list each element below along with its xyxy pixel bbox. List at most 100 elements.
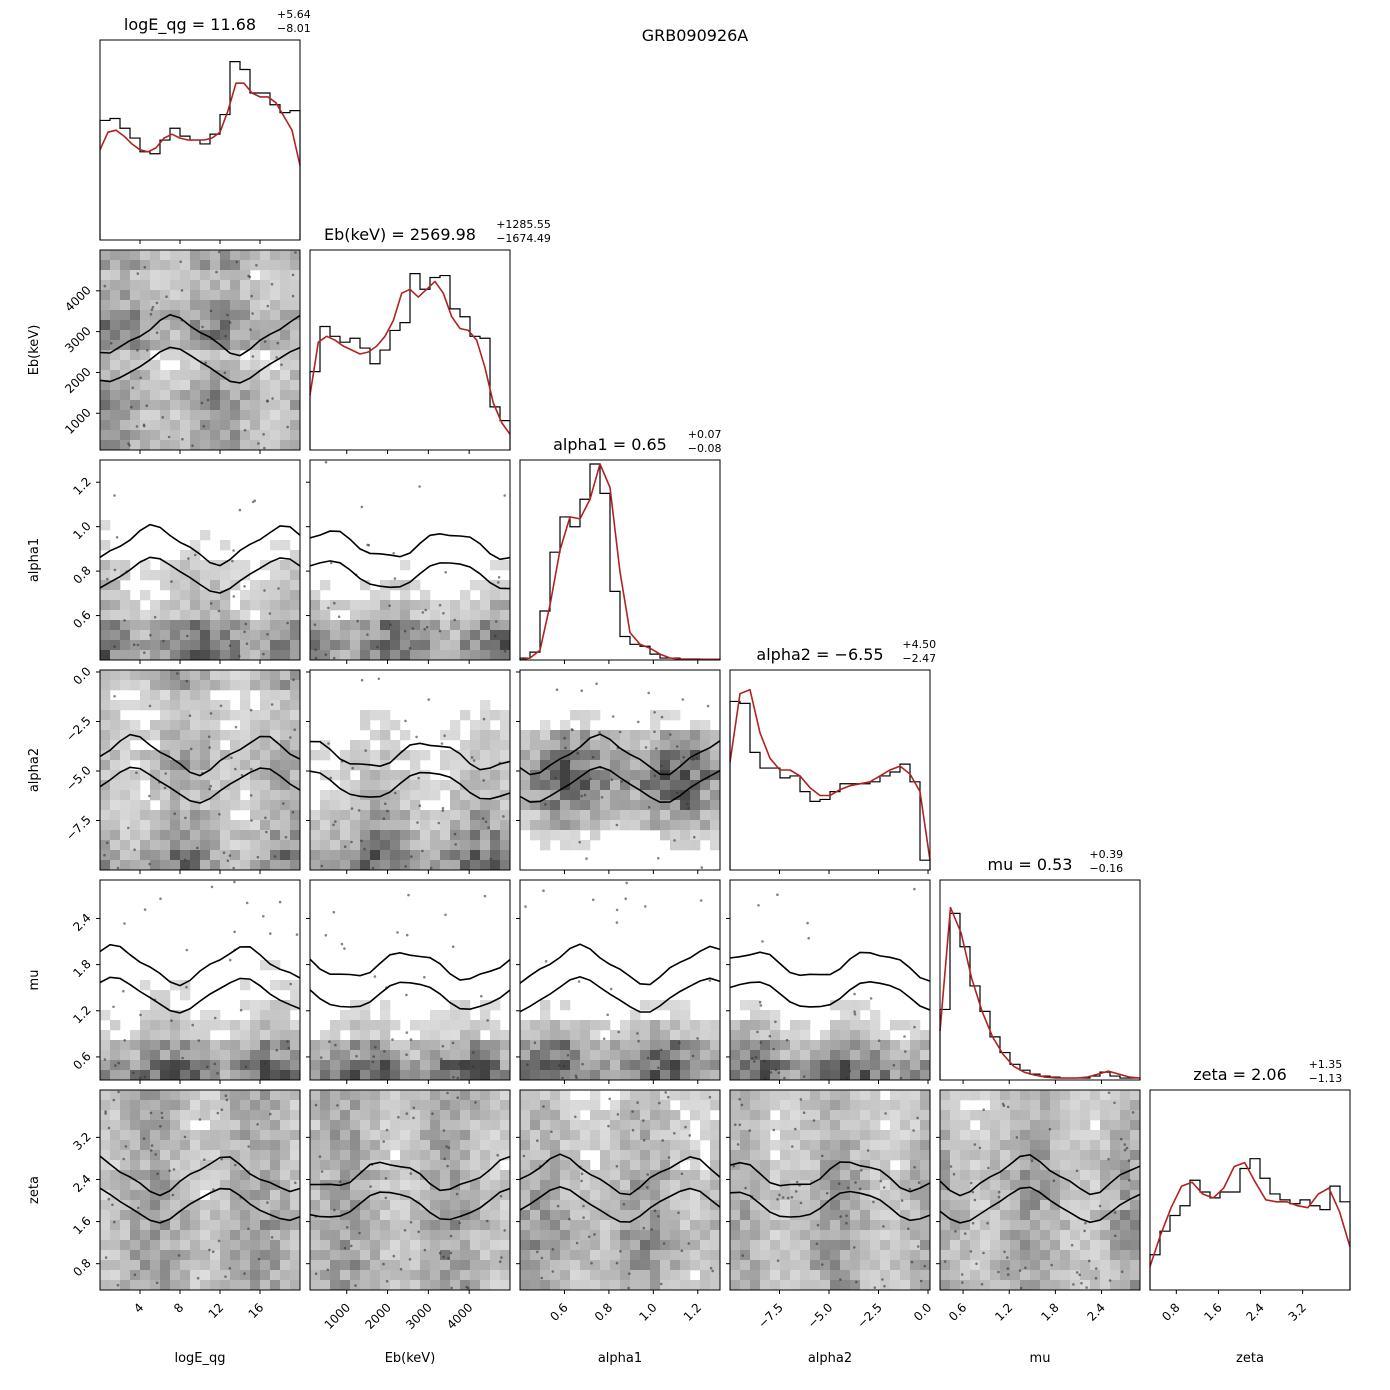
density-cell <box>730 1090 741 1101</box>
density-cell <box>340 1210 351 1221</box>
density-cell <box>1040 1210 1051 1221</box>
density-cell <box>1020 1100 1031 1111</box>
density-cell <box>500 1090 511 1101</box>
sample-point <box>986 1221 989 1225</box>
density-cell <box>350 1200 361 1211</box>
density-cell <box>910 1190 921 1201</box>
density-cell <box>340 1240 351 1251</box>
density-cell <box>470 1160 481 1171</box>
density-cell <box>360 1130 371 1141</box>
density-cell <box>410 1260 421 1271</box>
density-cell <box>310 1240 321 1251</box>
density-cell <box>990 1280 1001 1291</box>
sample-point <box>103 284 107 288</box>
density-cell <box>690 800 701 811</box>
density-cell <box>920 1200 931 1211</box>
density-cell <box>1120 1100 1131 1111</box>
density-cell <box>810 1170 821 1181</box>
density-cell <box>730 1140 741 1151</box>
density-cell <box>590 1140 601 1151</box>
density-cell <box>470 770 481 781</box>
density-cell <box>260 1250 271 1261</box>
density-cell <box>230 610 241 621</box>
density-cell <box>320 1130 331 1141</box>
density-cell <box>240 1060 251 1071</box>
density-cell <box>1000 1280 1011 1291</box>
density-cell <box>410 1120 421 1131</box>
density-cell <box>540 820 551 831</box>
sample-point <box>286 621 289 625</box>
density-cell <box>290 1160 301 1171</box>
density-cell <box>350 650 361 661</box>
sample-point <box>168 1169 171 1172</box>
density-cell <box>140 620 151 631</box>
sample-point <box>675 745 679 748</box>
density-cell <box>280 1240 291 1251</box>
sample-point <box>853 1010 856 1013</box>
density-cell <box>600 1220 611 1231</box>
density-cell <box>1110 1170 1121 1181</box>
density-cell <box>430 1060 441 1071</box>
density-cell <box>340 1260 351 1271</box>
density-cell <box>570 740 581 751</box>
density-cell <box>1040 1280 1051 1291</box>
density-cell <box>140 830 151 841</box>
density-cell <box>650 1040 661 1051</box>
density-cell <box>380 650 391 661</box>
density-cell <box>190 1190 201 1201</box>
density-cell <box>660 1170 671 1181</box>
density-cell <box>1060 1190 1071 1201</box>
sample-point <box>866 1149 870 1152</box>
density-cell <box>1010 1210 1021 1221</box>
title-minus-error: −1674.49 <box>496 232 551 245</box>
density-cell <box>290 820 301 831</box>
density-cell <box>420 1210 431 1221</box>
density-cell <box>240 1040 251 1051</box>
density-cell <box>450 650 461 661</box>
sample-point <box>163 786 167 790</box>
marginal-title-logE_qg: logE_qg = 11.68 <box>124 15 256 35</box>
density-cell <box>630 1180 641 1191</box>
density-cell <box>950 1090 961 1101</box>
density-cell <box>270 420 281 431</box>
density-cell <box>430 1110 441 1121</box>
density-cell <box>1020 1120 1031 1131</box>
density-cell <box>130 1200 141 1211</box>
density-cell <box>200 1140 211 1151</box>
density-cell <box>450 1130 461 1141</box>
sample-point <box>653 711 656 714</box>
density-cell <box>270 1230 281 1241</box>
density-cell <box>740 1020 751 1031</box>
density-cell <box>620 1140 631 1151</box>
sample-point <box>250 819 253 822</box>
density-cell <box>400 1040 411 1051</box>
density-cell <box>370 1230 381 1241</box>
sample-point <box>355 1054 358 1058</box>
density-cell <box>270 850 281 861</box>
density-cell <box>520 1060 531 1071</box>
density-cell <box>900 1230 911 1241</box>
density-cell <box>480 780 491 791</box>
density-cell <box>340 860 351 871</box>
density-cell <box>770 1200 781 1211</box>
density-cell <box>740 1260 751 1271</box>
sample-point <box>751 1057 754 1060</box>
sample-point <box>971 1190 975 1194</box>
density-cell <box>110 1220 121 1231</box>
sample-point <box>969 1181 973 1185</box>
density-cell <box>260 680 271 691</box>
density-cell <box>330 630 341 641</box>
density-cell <box>180 980 191 991</box>
density-cell <box>280 710 291 721</box>
sample-point <box>758 1000 762 1004</box>
density-cell <box>220 850 231 861</box>
density-cell <box>230 1280 241 1291</box>
sample-point <box>233 930 236 934</box>
density-cell <box>810 1280 821 1291</box>
density-cell <box>680 1120 691 1131</box>
density-cell <box>280 420 291 431</box>
density-cell <box>1050 1090 1061 1101</box>
sample-point <box>646 1173 649 1176</box>
density-cell <box>240 270 251 281</box>
density-cell <box>560 1170 571 1181</box>
